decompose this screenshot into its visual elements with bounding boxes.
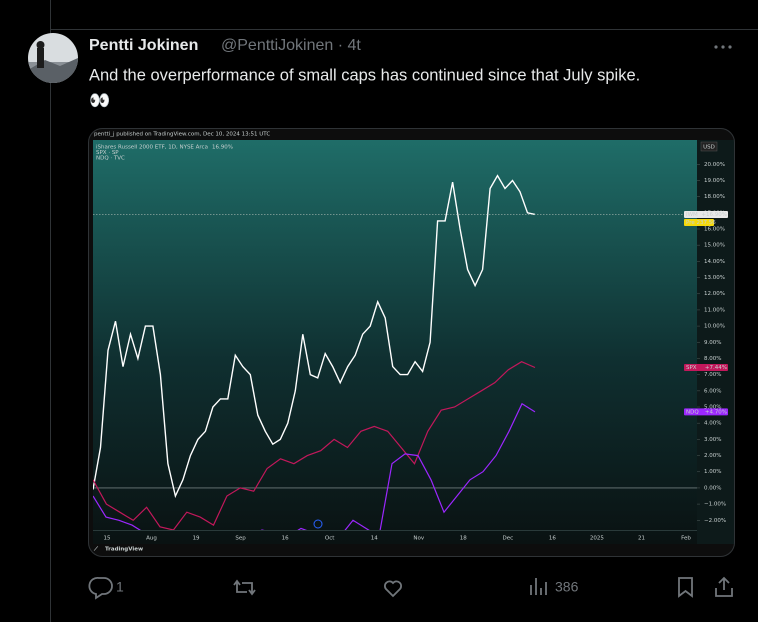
x-tick-label: Oct <box>325 536 335 542</box>
tag-name: IWM <box>686 212 698 218</box>
reply-button[interactable] <box>88 577 113 600</box>
y-tick-label: 16.00% <box>704 227 725 233</box>
footer-logo: TradingView <box>105 547 143 553</box>
y-tick-label: 18.00% <box>704 194 725 200</box>
y-tick-label: 0.00% <box>704 485 721 491</box>
chart-image[interactable]: pentti_j published on TradingView.com, D… <box>88 128 735 557</box>
plot <box>93 174 536 530</box>
y-tick-label: 14.00% <box>704 259 725 265</box>
logo-mark: ⟋ <box>93 546 99 553</box>
y-tick-label: 1.00% <box>704 469 721 475</box>
x-tick-label: Sep <box>235 536 246 542</box>
share-button[interactable] <box>715 576 733 597</box>
x-tick-label: Aug <box>146 536 157 542</box>
x-tick-label: Dec <box>503 536 514 542</box>
x-tick-label: 16 <box>282 536 289 542</box>
like-button[interactable] <box>384 580 402 598</box>
author-name[interactable]: Pentti Jokinen <box>89 37 198 54</box>
series-line <box>93 174 536 499</box>
y-tick-label: 13.00% <box>704 275 725 281</box>
x-tick-label: 14 <box>371 536 378 542</box>
y-tick-label: 8.00% <box>704 356 721 362</box>
event-icon <box>313 519 323 529</box>
post-emoji: 👀 <box>89 91 110 111</box>
tag-value: +7.44% <box>705 365 727 371</box>
last-value-tag <box>684 408 728 416</box>
x-tick-label: 16 <box>549 536 556 542</box>
y-tick-label: 20.00% <box>704 162 725 168</box>
pre-tag <box>684 218 714 226</box>
last-value-tag <box>684 210 728 218</box>
series-line <box>93 402 536 530</box>
y-tick-label: 15.00% <box>704 243 725 249</box>
y-tick-label: −2.00% <box>704 518 726 524</box>
legend-entry: NDQ · TVC <box>96 156 125 162</box>
more-button[interactable] <box>714 45 732 49</box>
y-tick-label: 5.00% <box>704 405 721 411</box>
y-tick-label: 10.00% <box>704 324 725 330</box>
x-tick-label: 19 <box>193 536 200 542</box>
y-tick-label: 3.00% <box>704 437 721 443</box>
y-tick-label: 11.00% <box>704 307 725 313</box>
author-meta[interactable]: @PenttiJokinen · 4t <box>221 37 361 54</box>
tag-name: NDQ <box>686 409 699 415</box>
last-value-tag <box>684 364 728 372</box>
y-tick-label: 9.00% <box>704 340 721 346</box>
post-text: And the overperformance of small caps ha… <box>89 66 640 84</box>
tag-value: +4.70% <box>705 409 727 415</box>
x-tick-label: Nov <box>413 536 424 542</box>
y-tick-label: 6.00% <box>704 388 721 394</box>
views-icon[interactable] <box>530 578 547 595</box>
y-tick-label: 7.00% <box>704 372 721 378</box>
reply-count: 1 <box>116 579 124 595</box>
repost-button[interactable] <box>233 579 256 596</box>
legend-entry: SPX · SP <box>96 150 119 156</box>
tag-value: +16.90% <box>701 212 727 218</box>
tag-name: SPX <box>686 365 697 371</box>
views-count: 386 <box>555 579 579 595</box>
x-tick-label: 21 <box>638 536 645 542</box>
x-tick-label: 18 <box>460 536 467 542</box>
y-tick-label: 2.00% <box>704 453 721 459</box>
y-tick-label: 4.00% <box>704 421 721 427</box>
bookmark-button[interactable] <box>678 577 693 598</box>
chart-header: pentti_j published on TradingView.com, D… <box>94 132 270 138</box>
x-tick-label: 15 <box>104 536 111 542</box>
legend-entry: iShares Russell 2000 ETF, 1D, NYSE Arca <box>96 145 208 151</box>
y-tick-label: −1.00% <box>704 502 726 508</box>
pre-label: Pre 237.56 <box>686 220 716 226</box>
x-tick-label: Feb <box>681 536 691 542</box>
avatar[interactable] <box>28 33 78 83</box>
currency: USD <box>703 145 715 151</box>
image-border <box>88 128 735 557</box>
x-tick-label: 2025 <box>590 536 604 542</box>
y-tick-label: 19.00% <box>704 178 725 184</box>
series-line <box>93 361 536 530</box>
y-tick-label: 12.00% <box>704 291 725 297</box>
legend-value: 16.90% <box>212 145 233 151</box>
